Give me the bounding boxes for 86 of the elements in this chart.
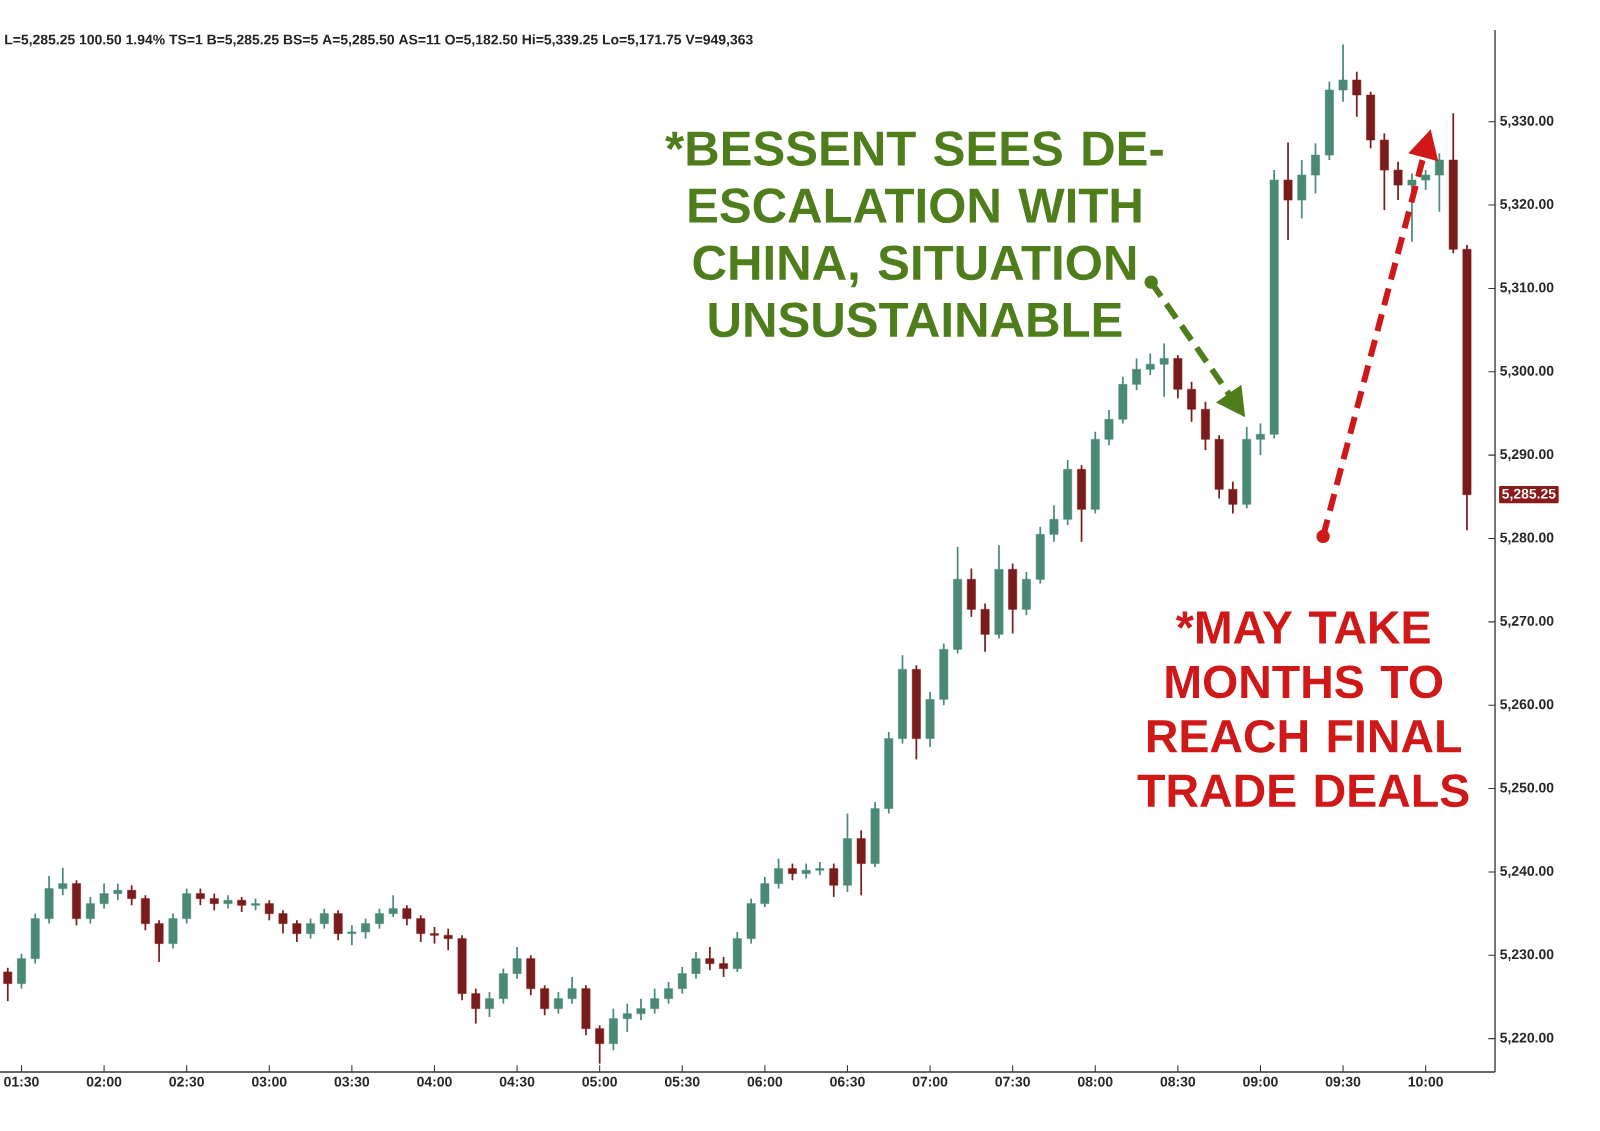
y-tick-label: 5,270.00 (1500, 615, 1554, 628)
annotation: 5,285.25 (1502, 488, 1556, 501)
candlestick (485, 991, 494, 1018)
candlestick (1338, 43, 1348, 103)
x-tick-label: 09:30 (1325, 1076, 1361, 1087)
candlestick (85, 896, 95, 925)
candlestick (361, 917, 370, 940)
candlestick (333, 909, 343, 942)
annotation: L=5,285.25 100.50 1.94% TS=1 B=5,285.25 BS=5 A=5,285.50 AS=11 O=5,182.50 Hi=5,339.25 Lo=5,171.75 V=949,363 (5, 34, 753, 47)
candlestick (650, 987, 660, 1015)
candlestick (719, 956, 728, 978)
candlestick (1049, 504, 1059, 543)
candlestick (1145, 352, 1155, 376)
candlestick (1283, 141, 1293, 241)
candlestick (622, 1002, 632, 1033)
x-tick-label: 07:30 (995, 1076, 1030, 1087)
candlestick (1159, 342, 1169, 398)
candlestick (567, 976, 577, 1005)
x-tick-label: 07:00 (912, 1076, 948, 1087)
candlestick (540, 984, 550, 1017)
candlestick (829, 862, 839, 898)
x-tick-label: 05:00 (582, 1076, 617, 1087)
candlestick (127, 884, 137, 907)
candlestick (443, 927, 453, 952)
candlestick (1311, 142, 1320, 195)
candlestick (595, 1024, 605, 1065)
x-tick-label: 04:30 (499, 1076, 535, 1087)
candlestick (1352, 70, 1362, 118)
x-tick-label: 01:30 (4, 1076, 39, 1087)
candlestick (1393, 160, 1403, 201)
y-tick-label: 5,300.00 (1500, 365, 1554, 378)
x-tick-label: 02:30 (169, 1076, 204, 1087)
candlestick (347, 924, 357, 947)
candlestick (319, 907, 329, 930)
candlestick (416, 914, 426, 943)
x-tick-label: 08:30 (1160, 1076, 1196, 1087)
candlestick (1187, 380, 1196, 423)
y-tick-label: 5,250.00 (1500, 782, 1554, 795)
candlestick (691, 951, 701, 980)
candlestick (774, 857, 783, 890)
candlestick (553, 991, 563, 1015)
candlestick (636, 997, 646, 1022)
candlestick (388, 894, 398, 918)
y-tick-label: 5,220.00 (1500, 1032, 1554, 1045)
candlestick (1256, 422, 1265, 456)
candlestick (278, 909, 288, 935)
candlestick (664, 981, 673, 1005)
candlestick (1434, 152, 1444, 213)
x-tick-label: 03:00 (251, 1076, 287, 1087)
candlestick (375, 907, 384, 930)
candlestick (306, 917, 315, 940)
candlestick (58, 866, 68, 897)
y-tick-label: 5,280.00 (1500, 532, 1554, 545)
candlestick (1132, 357, 1141, 391)
x-tick-label: 06:30 (830, 1076, 865, 1087)
candlestick (1421, 169, 1431, 191)
y-tick-label: 5,260.00 (1500, 699, 1554, 712)
x-tick-label: 06:00 (747, 1076, 783, 1087)
candlestick (3, 966, 13, 1003)
y-tick-label: 5,320.00 (1500, 199, 1554, 212)
x-tick-label: 04:00 (417, 1076, 452, 1087)
candlestick (471, 987, 481, 1025)
x-tick-label: 03:30 (334, 1076, 370, 1087)
y-tick-label: 5,290.00 (1500, 449, 1554, 462)
candlestick (677, 966, 687, 995)
x-tick-label: 05:30 (664, 1076, 700, 1087)
candlestick (402, 904, 412, 927)
candlestick (705, 946, 715, 972)
y-tick-label: 5,310.00 (1500, 282, 1554, 295)
x-tick-label: 09:00 (1243, 1076, 1278, 1087)
candlestick (1228, 480, 1238, 515)
candlestick (154, 919, 164, 963)
x-tick-label: 02:00 (86, 1076, 122, 1087)
candlestick (264, 899, 274, 922)
y-tick-label: 5,230.00 (1500, 949, 1554, 962)
candlestick (292, 919, 302, 943)
annotation: *BESSENT SEES DE-ESCALATION WITH CHINA, SITUATION UNSUSTAINABLE (665, 131, 1163, 338)
annotation: *MAY TAKE MONTHS TO REACH FINAL TRADE DEALS (1137, 611, 1469, 808)
x-tick-label: 10:00 (1408, 1076, 1443, 1087)
x-tick-label: 08:00 (1077, 1076, 1113, 1087)
candlestick (99, 882, 109, 910)
y-tick-label: 5,330.00 (1500, 115, 1554, 128)
y-tick-label: 5,240.00 (1500, 865, 1554, 878)
candlestick (1104, 409, 1114, 446)
candlestick (512, 946, 522, 980)
candlestick (760, 876, 770, 908)
